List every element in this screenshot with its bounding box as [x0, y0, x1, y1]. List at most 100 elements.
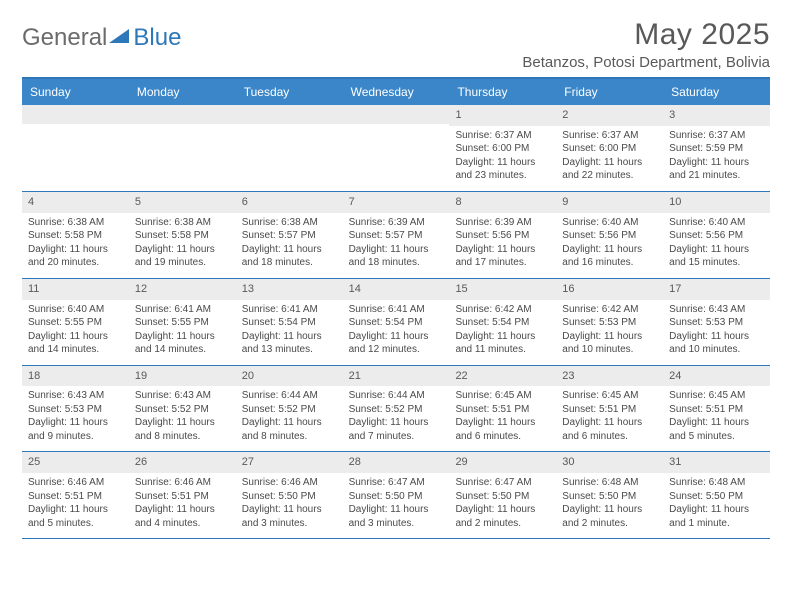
sunrise-text: Sunrise: 6:42 AM	[455, 303, 550, 317]
daylight-text: Daylight: 11 hours and 2 minutes.	[455, 503, 550, 530]
day-number: 4	[22, 192, 129, 213]
day-cell	[129, 105, 236, 191]
day-cell	[22, 105, 129, 191]
day-body: Sunrise: 6:45 AMSunset: 5:51 PMDaylight:…	[556, 386, 663, 451]
sunrise-text: Sunrise: 6:45 AM	[669, 389, 764, 403]
day-number: 17	[663, 279, 770, 300]
sunrise-text: Sunrise: 6:41 AM	[242, 303, 337, 317]
day-number: 12	[129, 279, 236, 300]
day-body: Sunrise: 6:47 AMSunset: 5:50 PMDaylight:…	[343, 473, 450, 538]
day-cell: 4Sunrise: 6:38 AMSunset: 5:58 PMDaylight…	[22, 192, 129, 278]
header-row: General Blue May 2025 Betanzos, Potosi D…	[22, 18, 770, 71]
daylight-text: Daylight: 11 hours and 19 minutes.	[135, 243, 230, 270]
sunset-text: Sunset: 5:53 PM	[669, 316, 764, 330]
day-number: 26	[129, 452, 236, 473]
day-body: Sunrise: 6:43 AMSunset: 5:53 PMDaylight:…	[663, 300, 770, 365]
daylight-text: Daylight: 11 hours and 17 minutes.	[455, 243, 550, 270]
sunrise-text: Sunrise: 6:40 AM	[669, 216, 764, 230]
day-number: 15	[449, 279, 556, 300]
day-body: Sunrise: 6:38 AMSunset: 5:58 PMDaylight:…	[129, 213, 236, 278]
month-title: May 2025	[522, 18, 770, 52]
daylight-text: Daylight: 11 hours and 7 minutes.	[349, 416, 444, 443]
sunrise-text: Sunrise: 6:46 AM	[135, 476, 230, 490]
sunset-text: Sunset: 5:54 PM	[455, 316, 550, 330]
logo-triangle-icon	[109, 27, 131, 50]
daylight-text: Daylight: 11 hours and 3 minutes.	[242, 503, 337, 530]
day-number: 16	[556, 279, 663, 300]
sunset-text: Sunset: 5:58 PM	[135, 229, 230, 243]
sunset-text: Sunset: 5:50 PM	[562, 490, 657, 504]
day-cell	[343, 105, 450, 191]
day-body: Sunrise: 6:41 AMSunset: 5:54 PMDaylight:…	[236, 300, 343, 365]
day-cell: 24Sunrise: 6:45 AMSunset: 5:51 PMDayligh…	[663, 366, 770, 452]
sunset-text: Sunset: 5:52 PM	[135, 403, 230, 417]
sunset-text: Sunset: 5:51 PM	[455, 403, 550, 417]
day-body: Sunrise: 6:43 AMSunset: 5:52 PMDaylight:…	[129, 386, 236, 451]
sunset-text: Sunset: 5:51 PM	[669, 403, 764, 417]
sunrise-text: Sunrise: 6:46 AM	[28, 476, 123, 490]
week-row: 18Sunrise: 6:43 AMSunset: 5:53 PMDayligh…	[22, 366, 770, 453]
daylight-text: Daylight: 11 hours and 14 minutes.	[28, 330, 123, 357]
sunset-text: Sunset: 5:53 PM	[562, 316, 657, 330]
day-header-tuesday: Tuesday	[236, 79, 343, 105]
day-number: 18	[22, 366, 129, 387]
day-number: 29	[449, 452, 556, 473]
sunrise-text: Sunrise: 6:38 AM	[135, 216, 230, 230]
day-cell: 20Sunrise: 6:44 AMSunset: 5:52 PMDayligh…	[236, 366, 343, 452]
sunrise-text: Sunrise: 6:43 AM	[669, 303, 764, 317]
daylight-text: Daylight: 11 hours and 15 minutes.	[669, 243, 764, 270]
week-row: 11Sunrise: 6:40 AMSunset: 5:55 PMDayligh…	[22, 279, 770, 366]
day-body: Sunrise: 6:48 AMSunset: 5:50 PMDaylight:…	[663, 473, 770, 538]
sunset-text: Sunset: 6:00 PM	[455, 142, 550, 156]
day-number: 28	[343, 452, 450, 473]
day-body: Sunrise: 6:40 AMSunset: 5:55 PMDaylight:…	[22, 300, 129, 365]
day-number: 8	[449, 192, 556, 213]
day-number: 30	[556, 452, 663, 473]
week-row: 25Sunrise: 6:46 AMSunset: 5:51 PMDayligh…	[22, 452, 770, 539]
daylight-text: Daylight: 11 hours and 9 minutes.	[28, 416, 123, 443]
day-body: Sunrise: 6:45 AMSunset: 5:51 PMDaylight:…	[663, 386, 770, 451]
day-number: 9	[556, 192, 663, 213]
sunrise-text: Sunrise: 6:37 AM	[562, 129, 657, 143]
day-number: 24	[663, 366, 770, 387]
day-number: 6	[236, 192, 343, 213]
sunset-text: Sunset: 5:52 PM	[349, 403, 444, 417]
day-cell	[236, 105, 343, 191]
daylight-text: Daylight: 11 hours and 16 minutes.	[562, 243, 657, 270]
day-cell: 5Sunrise: 6:38 AMSunset: 5:58 PMDaylight…	[129, 192, 236, 278]
sunrise-text: Sunrise: 6:37 AM	[669, 129, 764, 143]
logo-text-blue: Blue	[133, 24, 181, 52]
daylight-text: Daylight: 11 hours and 3 minutes.	[349, 503, 444, 530]
daylight-text: Daylight: 11 hours and 6 minutes.	[455, 416, 550, 443]
day-body: Sunrise: 6:39 AMSunset: 5:57 PMDaylight:…	[343, 213, 450, 278]
day-number: 1	[449, 105, 556, 126]
sunrise-text: Sunrise: 6:41 AM	[135, 303, 230, 317]
sunset-text: Sunset: 5:57 PM	[242, 229, 337, 243]
location-text: Betanzos, Potosi Department, Bolivia	[522, 54, 770, 71]
day-body: Sunrise: 6:41 AMSunset: 5:54 PMDaylight:…	[343, 300, 450, 365]
daylight-text: Daylight: 11 hours and 14 minutes.	[135, 330, 230, 357]
day-cell: 31Sunrise: 6:48 AMSunset: 5:50 PMDayligh…	[663, 452, 770, 538]
sunset-text: Sunset: 5:52 PM	[242, 403, 337, 417]
daylight-text: Daylight: 11 hours and 5 minutes.	[669, 416, 764, 443]
day-cell: 30Sunrise: 6:48 AMSunset: 5:50 PMDayligh…	[556, 452, 663, 538]
sunrise-text: Sunrise: 6:48 AM	[669, 476, 764, 490]
day-number: 2	[556, 105, 663, 126]
day-cell: 9Sunrise: 6:40 AMSunset: 5:56 PMDaylight…	[556, 192, 663, 278]
day-number: 7	[343, 192, 450, 213]
day-number: 3	[663, 105, 770, 126]
day-number: 19	[129, 366, 236, 387]
day-body: Sunrise: 6:43 AMSunset: 5:53 PMDaylight:…	[22, 386, 129, 451]
sunset-text: Sunset: 5:58 PM	[28, 229, 123, 243]
day-number: 13	[236, 279, 343, 300]
day-number: 20	[236, 366, 343, 387]
day-cell: 26Sunrise: 6:46 AMSunset: 5:51 PMDayligh…	[129, 452, 236, 538]
day-number: 21	[343, 366, 450, 387]
day-cell: 11Sunrise: 6:40 AMSunset: 5:55 PMDayligh…	[22, 279, 129, 365]
day-cell: 22Sunrise: 6:45 AMSunset: 5:51 PMDayligh…	[449, 366, 556, 452]
sunrise-text: Sunrise: 6:48 AM	[562, 476, 657, 490]
sunset-text: Sunset: 6:00 PM	[562, 142, 657, 156]
day-number: 25	[22, 452, 129, 473]
daylight-text: Daylight: 11 hours and 13 minutes.	[242, 330, 337, 357]
sunset-text: Sunset: 5:51 PM	[28, 490, 123, 504]
